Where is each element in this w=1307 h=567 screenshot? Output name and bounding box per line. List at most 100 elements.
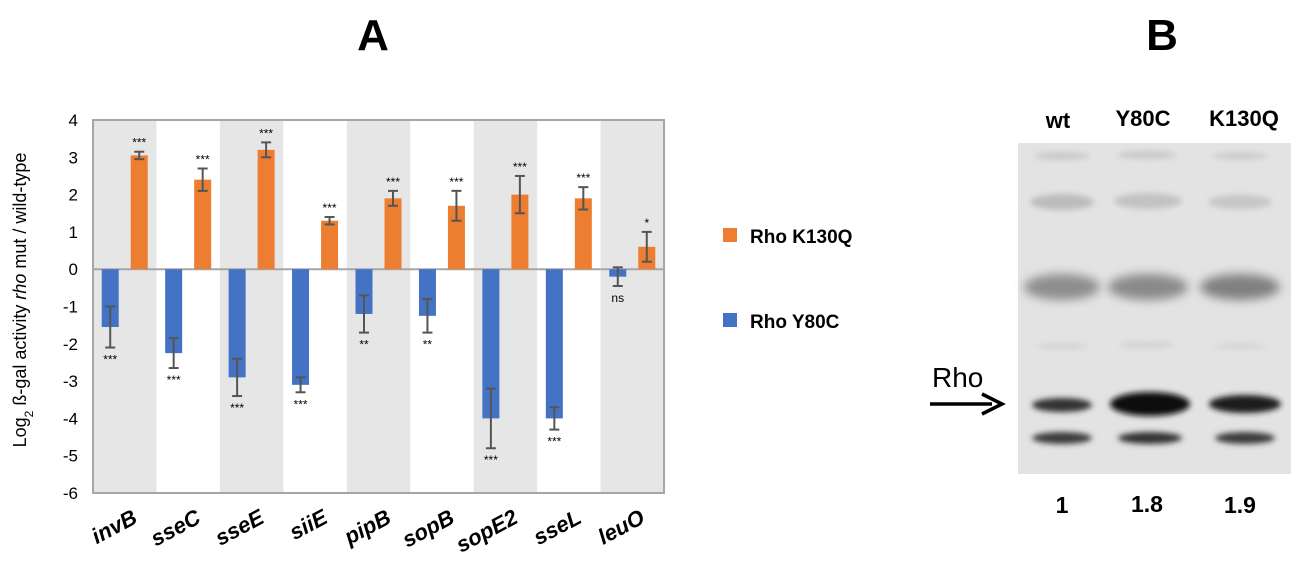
- band-rho: [1032, 398, 1092, 412]
- plot-frame: [92, 119, 665, 494]
- y-label-part-1: Log: [10, 417, 30, 447]
- band-rho: [1209, 395, 1281, 413]
- band-middle: [1108, 274, 1188, 300]
- significance-label: ***: [167, 373, 181, 387]
- band-upper: [1030, 194, 1094, 210]
- bar: [292, 269, 310, 385]
- bar: [482, 269, 500, 419]
- y-tick-label: -3: [63, 372, 78, 391]
- panel-a-letter: A: [357, 11, 389, 60]
- significance-label: *: [644, 216, 649, 230]
- bars: *************** ******************* ***** *…: [101, 126, 656, 467]
- rho-arrow-label: Rho: [932, 362, 983, 393]
- legend-swatch-y80c: [723, 313, 737, 327]
- category-label: sseC: [146, 504, 205, 551]
- band-faint: [1036, 343, 1088, 349]
- band-faint: [1214, 343, 1266, 349]
- bar: [574, 198, 592, 270]
- significance-label: ***: [547, 435, 561, 449]
- category-label: sopB: [398, 504, 458, 552]
- bar: [321, 220, 339, 270]
- band-lower: [1215, 432, 1275, 444]
- significance-label: ***: [576, 171, 590, 185]
- bar: [418, 269, 436, 316]
- bar: [228, 269, 246, 378]
- bar: [101, 269, 119, 328]
- significance-label: ***: [103, 353, 117, 367]
- y-tick-label: 1: [69, 223, 78, 242]
- legend-swatch-k130q: [723, 228, 737, 242]
- significance-label: ***: [132, 136, 146, 150]
- band-lower: [1118, 432, 1182, 444]
- band-top: [1034, 152, 1090, 160]
- significance-label: ***: [449, 175, 463, 189]
- band-faint: [1119, 342, 1175, 348]
- band-middle: [1200, 274, 1280, 300]
- significance-label: ***: [196, 152, 210, 166]
- band-top: [1212, 152, 1268, 160]
- significance-label: **: [423, 338, 433, 352]
- y-tick-label: 3: [69, 148, 78, 167]
- y-tick-label: 4: [69, 111, 78, 130]
- y-tick-label: 2: [69, 186, 78, 205]
- y-tick-label: -5: [63, 447, 78, 466]
- significance-label: ***: [484, 453, 498, 467]
- significance-label: ***: [294, 397, 308, 411]
- band-upper: [1114, 193, 1182, 209]
- panel-b-letter: B: [1146, 11, 1178, 60]
- significance-label: ***: [323, 201, 337, 215]
- significance-label: ***: [259, 126, 273, 140]
- y-label-part-3: mut / wild-type: [10, 153, 30, 274]
- category-label: invB: [87, 504, 141, 549]
- quant-wt: 1: [1056, 492, 1069, 518]
- y-tick-label: -4: [63, 409, 78, 428]
- category-label: sseE: [211, 504, 269, 551]
- lane-label-wt: wt: [1045, 108, 1071, 133]
- band-top: [1117, 151, 1177, 159]
- y-label-subscript: 2: [22, 410, 36, 417]
- bar: [355, 269, 373, 314]
- bar: [384, 198, 402, 270]
- legend-label-k130q: Rho K130Q: [750, 227, 852, 248]
- y-axis-label: Log2 ß-gal activity rho mut / wild-type: [10, 153, 36, 448]
- y-label-italic: rho: [10, 274, 30, 300]
- category-label: siiE: [285, 504, 332, 545]
- rho-arrow-head: [981, 392, 1006, 416]
- lane-label-k130q: K130Q: [1209, 106, 1279, 131]
- category-label: sseL: [529, 504, 585, 550]
- bar: [545, 269, 563, 419]
- y-tick-label: -6: [63, 484, 78, 503]
- legend-label-y80c: Rho Y80C: [750, 312, 840, 333]
- legend: Rho K130Q Rho Y80C: [723, 227, 852, 333]
- bar: [130, 155, 148, 270]
- significance-label: ***: [386, 175, 400, 189]
- quant-k130q: 1.9: [1224, 492, 1256, 518]
- significance-label: **: [359, 338, 369, 352]
- significance-label: ns: [611, 291, 624, 305]
- y-tick-label: -1: [63, 298, 78, 317]
- band-rho: [1110, 392, 1190, 416]
- significance-label: ***: [230, 401, 244, 415]
- y-tick-label: 0: [69, 260, 78, 279]
- category-label: sopE2: [452, 504, 523, 557]
- y-axis-ticks: 4 3 2 1 0 -1 -2 -3 -4 -5 -6: [63, 111, 78, 503]
- quant-y80c: 1.8: [1131, 491, 1163, 517]
- lane-label-y80c: Y80C: [1115, 106, 1170, 131]
- blot-bands: [1024, 151, 1281, 444]
- western-blot: wt Y80C K130Q: [930, 106, 1291, 518]
- significance-label: ***: [513, 160, 527, 174]
- band-lower: [1032, 432, 1092, 444]
- bar: [165, 269, 183, 354]
- blot-membrane: [1018, 143, 1291, 474]
- bar: [257, 149, 275, 270]
- category-label: leuO: [594, 504, 649, 549]
- bar: [194, 179, 212, 270]
- band-upper: [1208, 195, 1272, 209]
- y-label-part-2: ß-gal activity: [10, 300, 30, 411]
- category-band: [600, 120, 664, 493]
- category-label: pipB: [339, 504, 395, 550]
- band-middle: [1024, 274, 1100, 300]
